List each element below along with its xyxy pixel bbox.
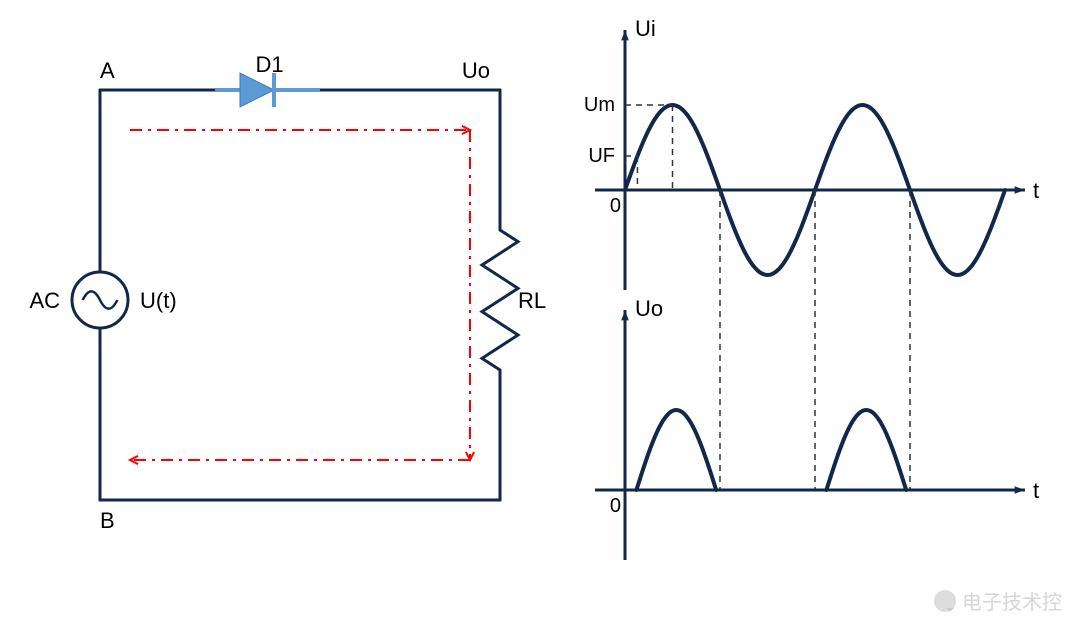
label-t-top: t [1033, 178, 1039, 203]
chat-icon [934, 590, 956, 612]
diode-icon [240, 73, 274, 107]
label-Ut: U(t) [140, 288, 177, 313]
label-B: B [100, 508, 115, 533]
circuit [72, 73, 518, 500]
input-waveform [595, 30, 1025, 490]
label-UF: UF [588, 145, 615, 167]
label-zero-top: 0 [610, 195, 621, 217]
label-RL: RL [518, 288, 546, 313]
watermark-text: 电子技术控 [962, 586, 1062, 615]
label-Um: Um [584, 94, 615, 116]
label-t-bottom: t [1033, 478, 1039, 503]
diagram-canvas: A B D1 Uo RL U(t) AC Ui t Um UF 0 Uo t 0 [0, 0, 1080, 629]
label-zero-bottom: 0 [610, 495, 621, 517]
label-A: A [100, 58, 115, 83]
label-AC: AC [29, 288, 60, 313]
label-D1: D1 [256, 52, 284, 77]
resistor-icon [482, 230, 518, 370]
output-waveform [595, 310, 1025, 560]
label-Uo: Uo [635, 296, 663, 321]
watermark: 电子技术控 [934, 586, 1062, 615]
label-Uo-node: Uo [462, 58, 490, 83]
label-Ui: Ui [635, 16, 656, 41]
